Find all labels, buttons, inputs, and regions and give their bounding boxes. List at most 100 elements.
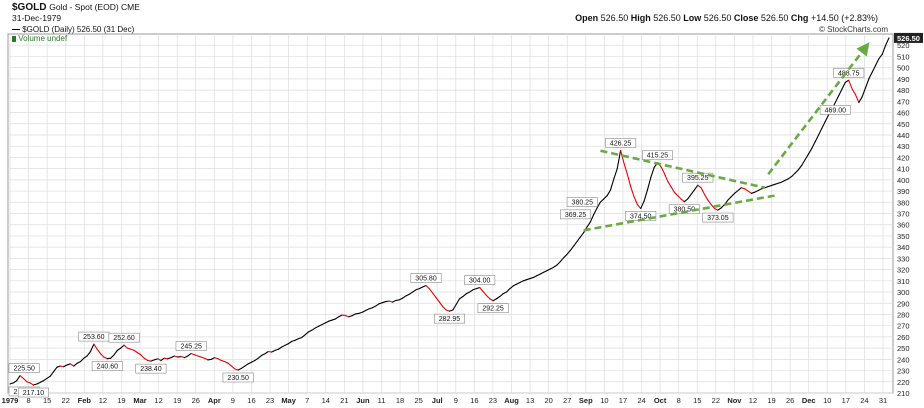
price-segment — [143, 357, 149, 362]
price-segment — [227, 362, 232, 367]
price-segment — [569, 245, 575, 252]
price-annotation-box — [108, 332, 140, 343]
price-annotation-label: 426.25 — [610, 140, 632, 147]
price-segment — [881, 44, 887, 55]
price-segment — [271, 349, 276, 353]
price-segment — [328, 319, 333, 322]
price-segment — [251, 359, 256, 363]
price-segment — [254, 357, 259, 362]
y-tick-label: 490 — [897, 75, 910, 84]
price-segment — [616, 149, 622, 170]
price-segment — [667, 180, 672, 188]
price-segment — [680, 198, 685, 203]
legend-line-icon — [12, 29, 20, 31]
price-segment — [391, 299, 397, 303]
price-segment — [871, 64, 877, 73]
x-tick-label: 23 — [489, 396, 497, 405]
x-tick-label: 14 — [322, 396, 330, 405]
price-segment — [93, 343, 98, 350]
x-tick-label: 8 — [677, 396, 681, 405]
x-tick-label: 15 — [43, 396, 51, 405]
price-segment — [63, 364, 68, 368]
price-segment — [623, 162, 628, 175]
price-annotation-box — [8, 363, 40, 373]
price-segment — [341, 314, 347, 317]
price-segment — [375, 303, 380, 307]
x-tick-label: 16 — [470, 396, 478, 405]
price-segment — [609, 178, 615, 191]
price-segment — [781, 179, 786, 183]
price-segment — [96, 348, 102, 355]
x-tick-label: 18 — [396, 396, 404, 405]
price-segment — [700, 187, 706, 195]
price-segment — [224, 361, 229, 364]
x-tick-label: Jul — [432, 396, 443, 405]
price-segment — [314, 325, 320, 329]
price-segment — [707, 199, 712, 206]
x-tick-label: 22 — [712, 396, 720, 405]
price-segment — [432, 292, 437, 299]
price-segment — [405, 293, 410, 297]
price-segment — [180, 355, 186, 359]
price-segment — [442, 306, 447, 311]
x-tick-label: 26 — [786, 396, 794, 405]
y-tick-label: 230 — [897, 367, 910, 376]
price-segment — [153, 358, 159, 361]
price-segment — [878, 53, 883, 60]
price-segment — [807, 147, 813, 155]
price-annotation-label: 238.40 — [140, 366, 162, 373]
price-segment — [492, 298, 498, 302]
price-segment — [472, 288, 477, 291]
price-segment — [284, 343, 290, 346]
price-segment — [643, 189, 648, 202]
price-segment — [190, 352, 196, 356]
price-segment — [459, 295, 464, 300]
price-segment — [542, 270, 548, 273]
y-tick-label: 450 — [897, 120, 910, 129]
y-tick-label: 500 — [897, 64, 910, 73]
price-segment — [358, 311, 363, 314]
price-segment — [147, 359, 152, 362]
x-tick-label: 23 — [266, 396, 274, 405]
chart-date: 31-Dec-1979 — [12, 13, 62, 23]
price-annotation-label: 245.25 — [180, 343, 202, 350]
trend-arrow — [767, 42, 870, 176]
y-tick-label: 310 — [897, 277, 910, 286]
legend-volume-text: Volume undef — [18, 34, 68, 43]
x-tick-label: 24 — [637, 396, 645, 405]
price-segment — [207, 358, 212, 361]
price-segment — [100, 353, 105, 358]
price-annotation-label: 225.50 — [13, 366, 35, 373]
price-segment — [110, 354, 115, 359]
x-tick-label: Jun — [356, 396, 370, 405]
chg-value: +14.50 (+2.83%) — [810, 13, 878, 23]
y-tick-label: 250 — [897, 344, 910, 353]
price-segment — [747, 190, 752, 194]
price-segment — [864, 78, 870, 89]
price-segment — [16, 375, 21, 382]
price-segment — [297, 336, 303, 340]
price-segment — [563, 253, 568, 259]
price-segment — [502, 291, 508, 295]
ohlc-readout: Open 526.50 High 526.50 Low 526.50 Close… — [575, 13, 878, 23]
price-segment — [767, 184, 773, 188]
price-segment — [455, 298, 461, 305]
price-segment — [344, 315, 350, 318]
price-segment — [519, 280, 524, 284]
x-tick-label: 15 — [693, 396, 701, 405]
x-tick-label: Nov — [727, 396, 742, 405]
price-segment — [787, 175, 793, 180]
price-segment — [677, 195, 682, 200]
price-segment — [103, 356, 108, 360]
price-segment — [59, 365, 65, 368]
price-segment — [187, 352, 192, 357]
legend-price: $GOLD (Daily) 526.50 (31 Dec) — [12, 25, 134, 34]
price-segment — [737, 187, 742, 192]
price-segment — [22, 377, 28, 383]
x-tick-label: 22 — [62, 396, 70, 405]
x-tick-label: 9 — [231, 396, 235, 405]
x-tick-label: 11 — [378, 396, 386, 405]
price-segment — [365, 308, 370, 312]
price-segment — [566, 249, 571, 255]
